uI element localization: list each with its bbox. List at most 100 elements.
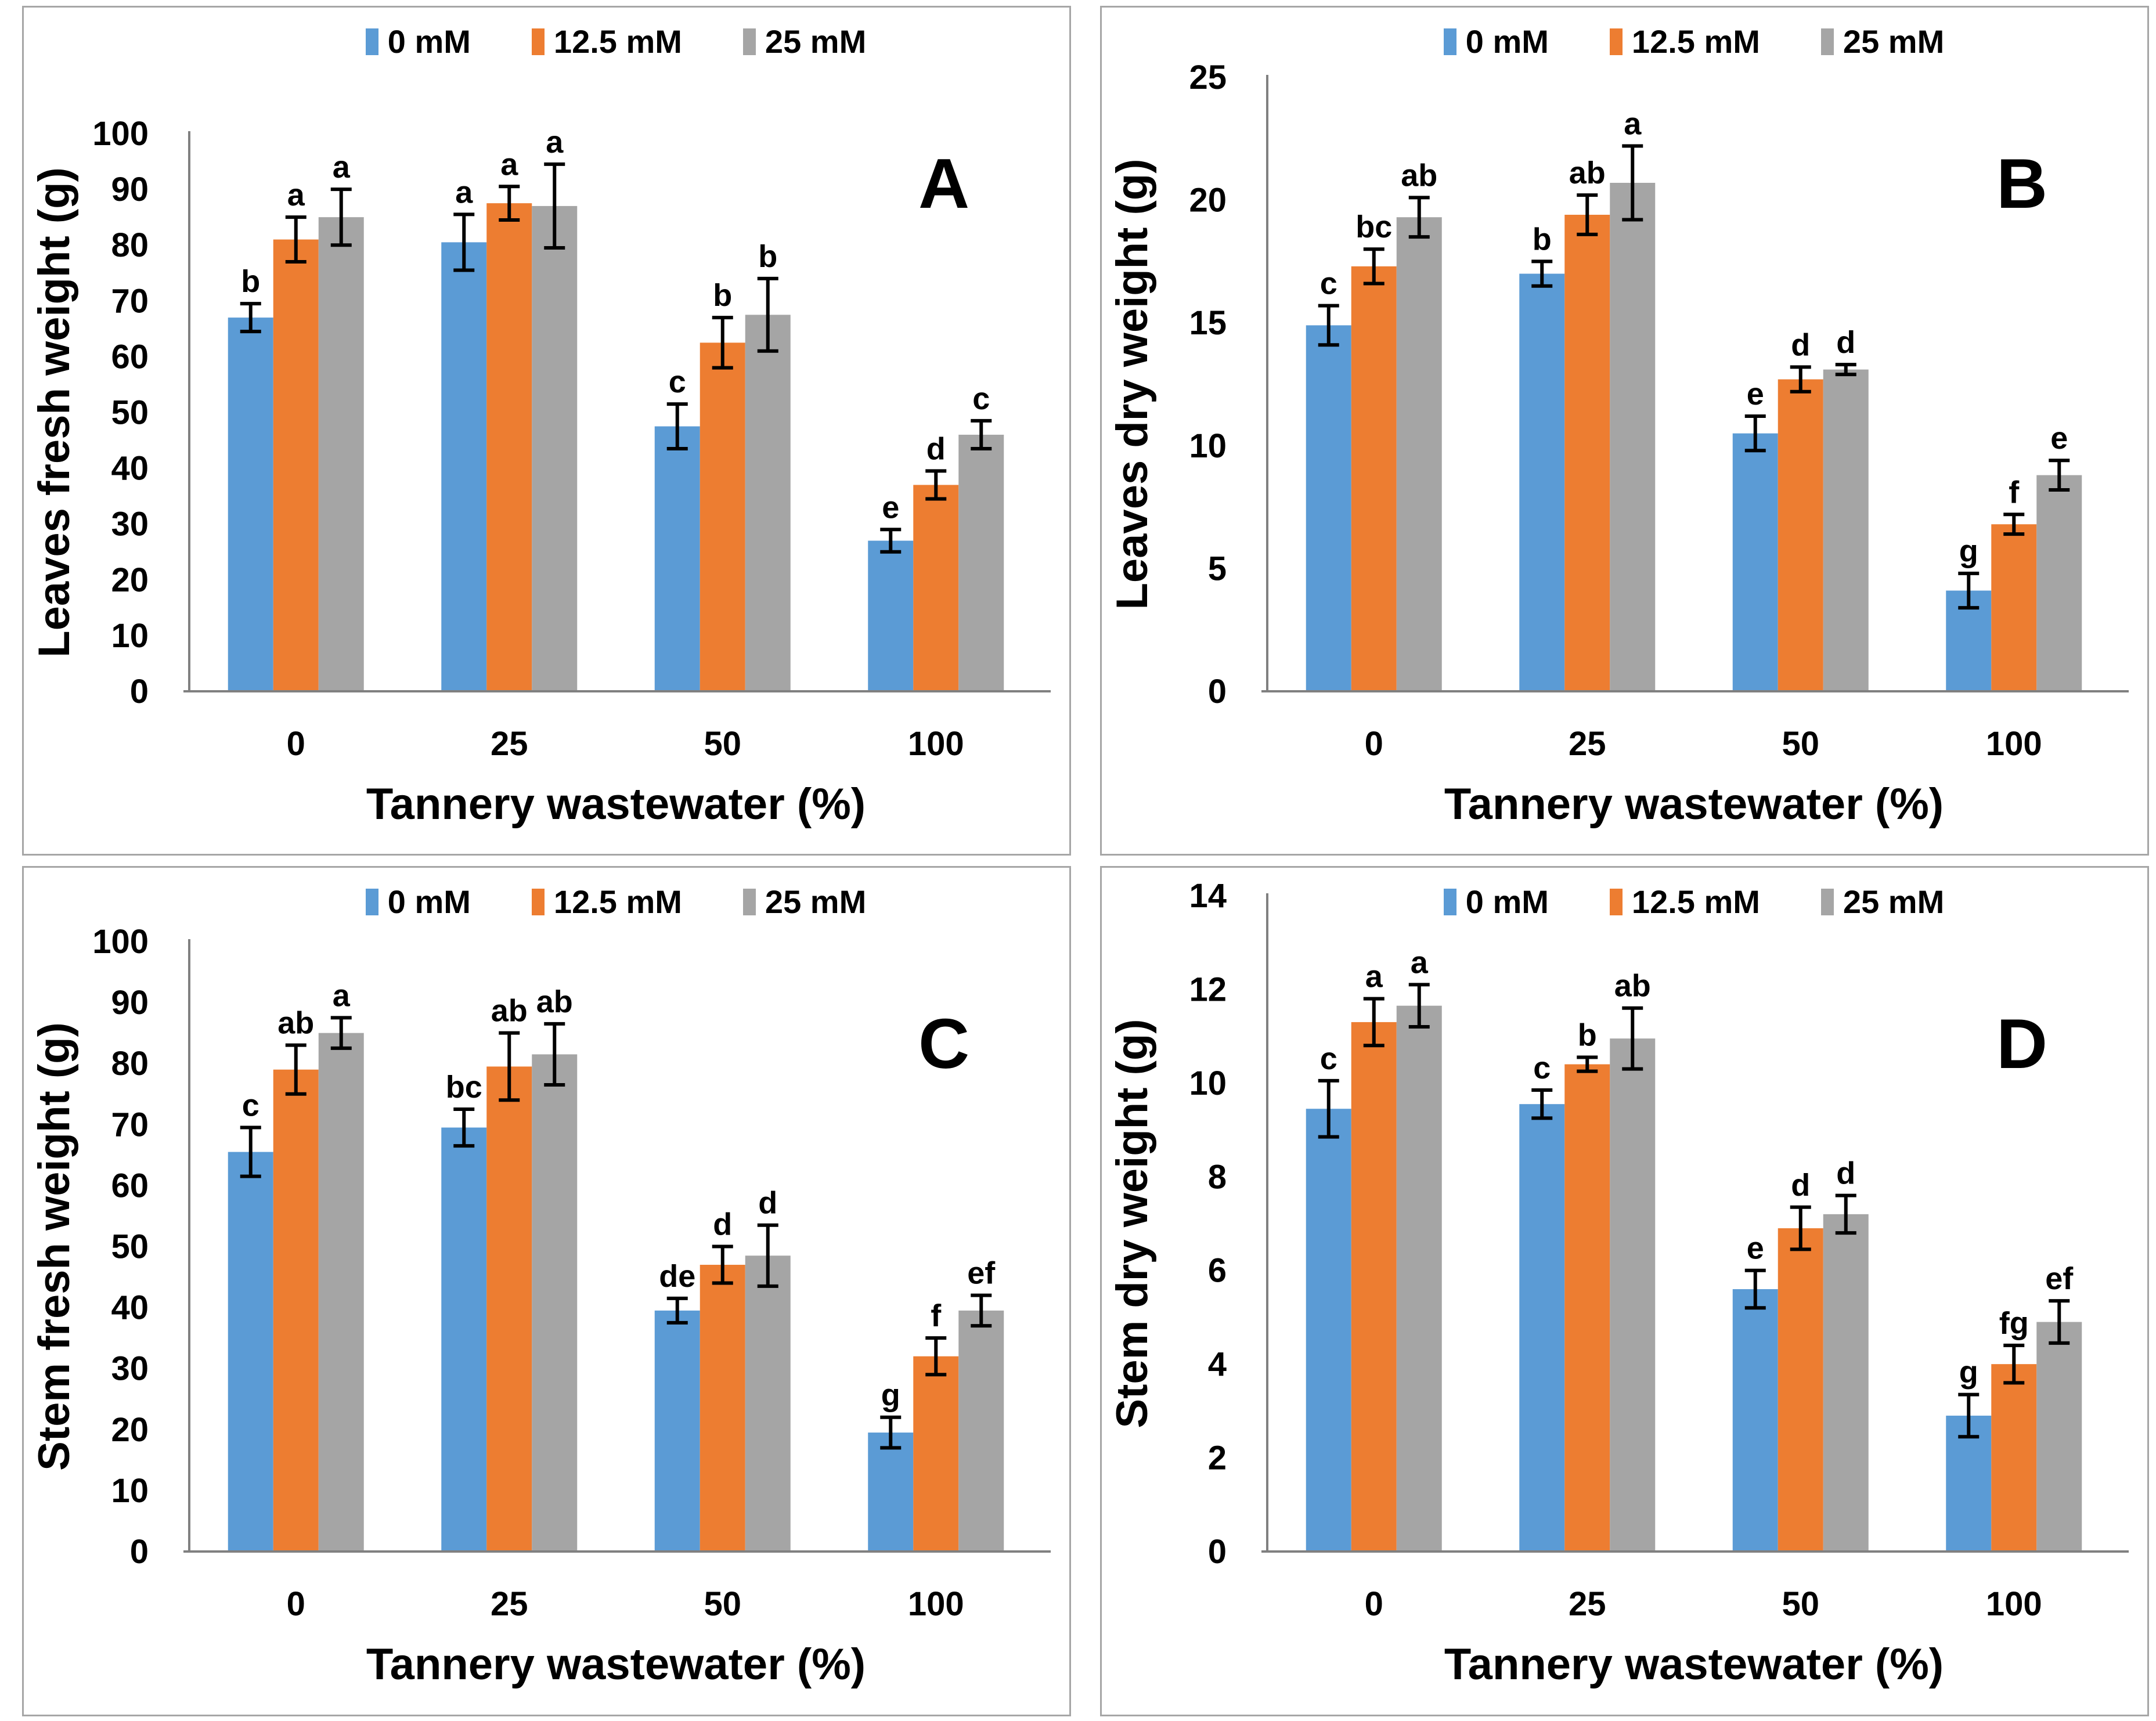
legend-swatch-0mm (365, 888, 378, 915)
bar-B-0pct-0mM (1306, 325, 1351, 691)
legend: 0 mM 12.5 mM 25 mM (1267, 883, 2121, 921)
x-axis-title: Tannery wastewater (%) (366, 1640, 866, 1689)
bar-A-25pct-12.5mM (486, 203, 532, 691)
error-bar-A-50pct-0mM (666, 402, 688, 450)
y-tick-label: 80 (111, 1045, 149, 1083)
panel-c: 0 mM 12.5 mM 25 mM 0 10 20 30 40 50 60 70 80 90 10… (22, 866, 1071, 1716)
legend-swatch-25mm (742, 888, 756, 915)
significance-letter: d (1791, 327, 1810, 362)
legend-item-0mm: 0 mM (365, 883, 471, 921)
bar-A-50pct-25mM (745, 315, 791, 691)
bar-D-100pct-12.5mM (1991, 1364, 2037, 1552)
y-tick-label: 10 (111, 617, 149, 655)
y-tick-label: 25 (1189, 59, 1227, 96)
significance-letter: b (1533, 222, 1552, 257)
significance-letter: e (1747, 1231, 1764, 1266)
y-tick-label: 100 (92, 115, 149, 153)
x-tick-label: 100 (908, 725, 964, 763)
legend-item-12-5mm: 12.5 mM (531, 883, 682, 921)
legend-item-25mm: 25 mM (742, 883, 867, 921)
significance-letter: c (669, 365, 686, 399)
x-tick-label: 50 (704, 1585, 741, 1623)
significance-letter: ab (491, 994, 528, 1029)
error-bar-D-25pct-0mM (1531, 1088, 1553, 1120)
y-tick-label: 10 (1189, 427, 1227, 465)
significance-letter: bc (1355, 210, 1392, 244)
significance-letter: e (1747, 377, 1764, 412)
significance-letter: a (333, 978, 351, 1013)
significance-letter: d (758, 1186, 777, 1221)
x-tick-label: 100 (1986, 725, 2042, 763)
bar-B-0pct-12.5mM (1351, 266, 1397, 691)
bar-A-25pct-25mM (532, 205, 578, 691)
legend-swatch-25mm (1820, 28, 1834, 55)
error-bar-A-0pct-25mM (330, 187, 352, 247)
y-tick-label: 80 (111, 226, 149, 264)
cell-bottom-right: 0 mM 12.5 mM 25 mM 0 2 4 6 8 10 12 14 c c e g a b d fg a… (1078, 860, 2156, 1721)
legend-label: 25 mM (765, 883, 867, 920)
y-tick-label: 70 (111, 282, 149, 320)
significance-letter: a (287, 178, 305, 212)
y-axis-title: Stem fresh weight (g) (30, 1022, 79, 1471)
y-tick-label: 90 (111, 984, 149, 1022)
y-tick-label: 5 (1208, 550, 1227, 587)
error-bar-B-25pct-0mM (1531, 259, 1553, 288)
significance-letter: g (1959, 534, 1978, 569)
significance-letter: a (500, 147, 518, 182)
error-bar-D-50pct-0mM (1744, 1268, 1766, 1310)
bar-C-25pct-25mM (532, 1054, 578, 1552)
bar-D-50pct-25mM (1823, 1214, 1869, 1552)
y-tick-label: 0 (1208, 1533, 1227, 1571)
y-tick-label: 50 (111, 1228, 149, 1266)
significance-letter: b (1578, 1018, 1597, 1052)
y-tick-label: 40 (111, 1289, 149, 1327)
significance-letter: ab (1401, 158, 1437, 193)
error-bar-D-100pct-0mM (1958, 1392, 1980, 1439)
error-bar-B-0pct-12.5mM (1363, 247, 1385, 286)
bar-B-0pct-25mM (1396, 217, 1442, 691)
significance-letter: f (2009, 475, 2020, 510)
bar-B-100pct-12.5mM (1991, 524, 2037, 691)
y-tick-label: 14 (1189, 877, 1227, 915)
significance-letter: c (972, 381, 990, 416)
error-bar-B-100pct-12.5mM (2003, 513, 2025, 536)
error-bar-C-50pct-25mM (757, 1223, 778, 1288)
error-bar-C-0pct-12.5mM (285, 1043, 307, 1096)
significance-letter: d (1836, 325, 1855, 360)
cell-bottom-left: 0 mM 12.5 mM 25 mM 0 10 20 30 40 50 60 70 80 90 10… (0, 860, 1078, 1721)
bar-D-25pct-25mM (1610, 1038, 1656, 1552)
error-bar-A-25pct-25mM (544, 162, 565, 250)
bar-A-0pct-0mM (228, 317, 273, 691)
legend: 0 mM 12.5 mM 25 mM (189, 23, 1043, 60)
legend: 0 mM 12.5 mM 25 mM (1267, 23, 2121, 60)
legend-label: 25 mM (1843, 23, 1945, 60)
significance-letter: d (713, 1207, 732, 1242)
y-axis-title: Leaves dry weight (g) (1108, 158, 1157, 609)
significance-letter: c (1320, 1041, 1337, 1076)
significance-letter: a (455, 175, 473, 210)
y-tick-label: 12 (1189, 970, 1227, 1008)
significance-letter: b (713, 278, 732, 313)
error-bar-C-100pct-25mM (971, 1293, 992, 1328)
legend-label: 0 mM (1465, 883, 1549, 920)
legend: 0 mM 12.5 mM 25 mM (189, 883, 1043, 921)
bar-A-50pct-12.5mM (700, 342, 745, 691)
bar-B-100pct-25mM (2036, 475, 2082, 691)
bar-C-100pct-25mM (958, 1310, 1004, 1552)
legend-item-12-5mm: 12.5 mM (1609, 883, 1760, 921)
error-bar-A-25pct-0mM (453, 212, 475, 272)
significance-letter: c (1320, 266, 1337, 301)
bar-C-50pct-12.5mM (700, 1265, 745, 1552)
x-tick-label: 100 (908, 1585, 964, 1623)
legend-swatch-0mm (1443, 888, 1456, 915)
x-tick-label: 100 (1986, 1585, 2042, 1623)
error-bar-C-0pct-0mM (240, 1125, 261, 1178)
x-tick-label: 0 (287, 1585, 305, 1623)
bar-A-100pct-0mM (868, 540, 914, 691)
bar-C-0pct-12.5mM (273, 1069, 319, 1552)
error-bar-A-0pct-0mM (240, 302, 261, 334)
bar-D-0pct-12.5mM (1351, 1022, 1397, 1552)
error-bar-D-100pct-12.5mM (2003, 1343, 2025, 1385)
